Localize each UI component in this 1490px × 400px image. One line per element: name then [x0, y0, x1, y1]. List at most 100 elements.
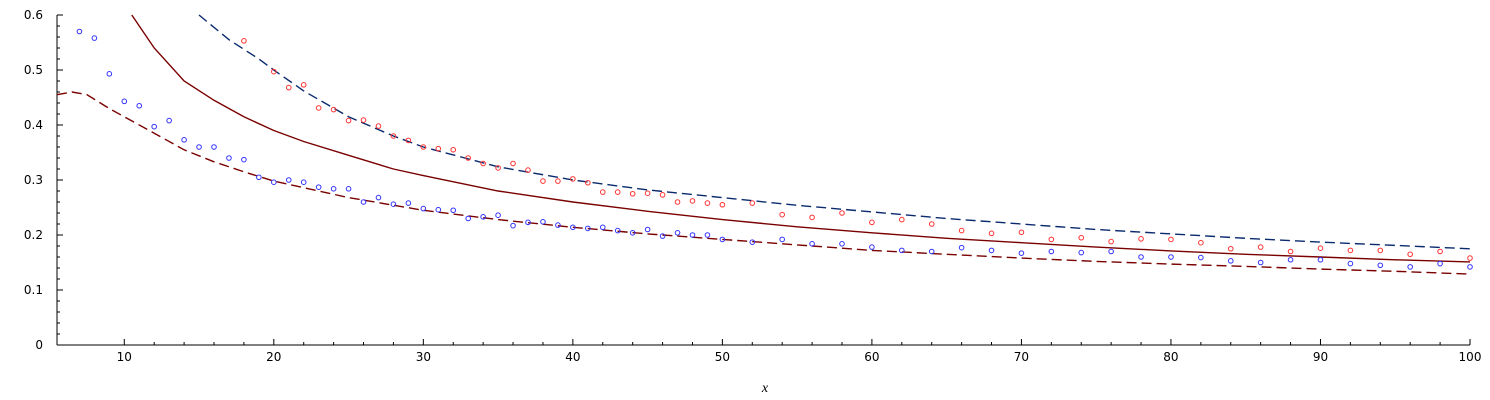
series-2-point — [1227, 258, 1234, 264]
series-2-point — [465, 215, 471, 222]
series-1-point — [869, 219, 875, 226]
series-1-point — [1168, 236, 1174, 243]
series-2-point — [1287, 256, 1294, 263]
series-2-point — [390, 201, 397, 207]
y-tick-label: 0.6 — [24, 8, 43, 22]
series-2-point — [1467, 264, 1473, 270]
series-2-point — [555, 222, 561, 228]
series-2-point — [375, 194, 382, 201]
series-1-point — [749, 200, 756, 206]
series-2-point — [211, 144, 217, 150]
curve-1 — [131, 14, 1471, 263]
y-tick-label: 0.5 — [24, 63, 43, 77]
curve-2 — [198, 14, 1471, 250]
tick-labels: 10 20 30 40 50 60 70 80 90 100 0 0.1 0.2 0.3 0.4 0.5 0.6 — [24, 8, 1482, 364]
series-1-point — [1317, 245, 1324, 251]
series-2-point — [809, 241, 815, 247]
series-1-point — [1377, 247, 1384, 254]
axes — [56, 14, 1471, 346]
series-2-point — [1138, 254, 1144, 260]
series-2-point — [166, 117, 172, 124]
x-tick-label: 60 — [864, 350, 879, 364]
series-2-point — [106, 71, 113, 77]
series-2-point — [435, 206, 442, 213]
series-1-point — [300, 82, 307, 88]
series-1-point — [271, 68, 277, 75]
series-2-point — [360, 199, 367, 205]
series-2-point — [1198, 254, 1204, 261]
x-tick-label: 80 — [1163, 350, 1178, 364]
series-2-point — [869, 244, 875, 250]
series-2-point — [300, 179, 307, 185]
series-1-point — [330, 106, 337, 113]
series-1-point — [1347, 247, 1354, 254]
series-1-point — [1287, 248, 1294, 255]
series-2-point — [570, 224, 576, 231]
series-2-point — [151, 123, 157, 130]
series-2-point — [480, 214, 486, 220]
series-1-point — [1108, 238, 1114, 245]
data-points — [76, 28, 1473, 270]
series-1-point — [420, 144, 427, 150]
x-tick-label: 30 — [416, 350, 431, 364]
series-1-point — [644, 190, 651, 196]
series-2-point — [599, 224, 606, 231]
series-1-point — [689, 198, 696, 204]
series-1-point — [540, 178, 546, 184]
series-2-point — [121, 98, 128, 105]
series-1-point — [315, 105, 322, 111]
series-2-point — [1407, 264, 1413, 270]
series-2-point — [1168, 254, 1174, 260]
series-1-point — [480, 160, 486, 167]
series-1-point — [704, 200, 711, 206]
series-2-point — [540, 219, 546, 225]
series-2-point — [181, 137, 187, 143]
series-2-point — [719, 236, 726, 243]
series-2-point — [958, 244, 965, 251]
series-1-point — [1407, 251, 1413, 258]
series-1-point — [345, 117, 352, 124]
series-1-point — [1467, 255, 1473, 261]
series-1-point — [390, 133, 397, 139]
series-1-point — [1227, 245, 1234, 252]
series-1-point — [555, 178, 561, 184]
series-2-point — [704, 232, 711, 238]
series-2-point — [839, 241, 845, 247]
x-tick-label: 20 — [266, 350, 281, 364]
series-1-point — [674, 199, 681, 205]
series-1-point — [614, 189, 621, 195]
series-1-point — [899, 216, 905, 223]
series-2-point — [241, 156, 247, 163]
series-2-point — [1078, 249, 1085, 256]
series-1-point — [1048, 236, 1055, 243]
series-2-point — [629, 230, 636, 236]
series-1-point — [450, 146, 457, 153]
series-2-point — [1257, 259, 1264, 266]
y-tick-label: 0 — [35, 338, 43, 352]
series-1-point — [599, 189, 606, 195]
series-1-point — [585, 179, 591, 186]
y-tick-label: 0.3 — [24, 173, 43, 187]
y-tick-label: 0.1 — [24, 283, 43, 297]
series-2-point — [345, 186, 352, 192]
series-2-point — [659, 233, 666, 239]
series-2-point — [749, 239, 756, 245]
x-axis-label: x — [761, 381, 769, 396]
x-tick-label: 90 — [1313, 350, 1328, 364]
series-2-point — [330, 186, 337, 192]
series-1-point — [465, 155, 471, 161]
curves — [56, 14, 1471, 275]
series-2-point — [689, 232, 696, 238]
series-1-point — [988, 230, 995, 237]
series-1-point — [1018, 229, 1025, 236]
y-tick-label: 0.4 — [24, 118, 43, 132]
series-1-point — [1138, 236, 1144, 242]
series-1-point — [510, 160, 516, 167]
series-1-point — [629, 190, 636, 197]
series-1-point — [495, 165, 501, 171]
series-2-point — [196, 144, 202, 150]
series-2-point — [315, 184, 322, 190]
series-2-point — [271, 179, 277, 185]
series-2-point — [510, 222, 516, 229]
series-2-point — [495, 212, 501, 218]
